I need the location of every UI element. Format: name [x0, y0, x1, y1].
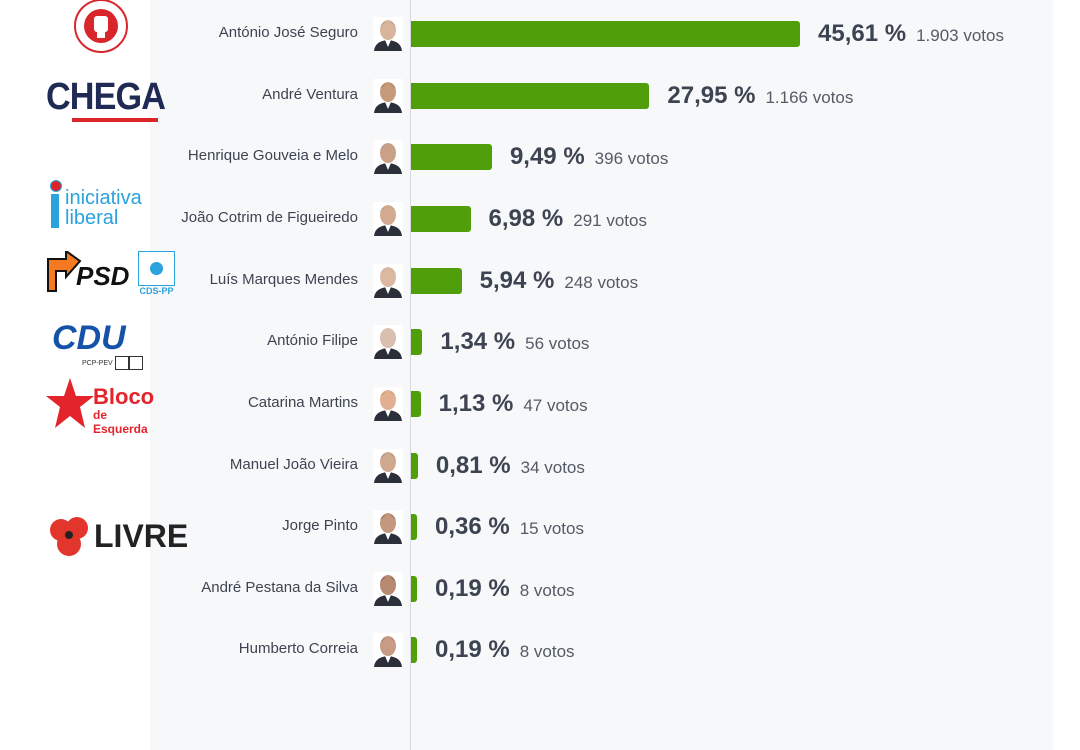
value-label: 6,98 % 291 votos [489, 205, 647, 233]
candidate-photo [373, 633, 403, 667]
candidate-photo [373, 510, 403, 544]
bloco-text-2: de Esquerda [93, 408, 148, 436]
axis-line [410, 0, 411, 750]
bar-row: António Filipe 1,34 % 56 votos [0, 322, 1080, 362]
percent-label: 0,19 % [435, 636, 510, 663]
value-label: 27,95 % 1.166 votos [667, 82, 853, 110]
candidate-name: Henrique Gouveia e Melo [187, 147, 358, 164]
value-label: 45,61 % 1.903 votos [818, 20, 1004, 48]
bar [411, 391, 421, 417]
votes-label: 1.903 votos [916, 26, 1004, 45]
votes-label: 8 votos [519, 642, 575, 661]
value-label: 1,34 % 56 votos [440, 328, 589, 356]
votes-label: 396 votos [594, 149, 669, 168]
bar [411, 268, 462, 294]
value-label: 0,19 % 8 votos [435, 575, 575, 603]
candidate-name: Humberto Correia [238, 640, 358, 657]
cds-text: CDS-PP [139, 286, 174, 296]
percent-label: 1,34 % [440, 328, 516, 355]
bar [411, 144, 492, 170]
cdu-text: CDU [52, 319, 126, 357]
bar [411, 576, 417, 602]
votes-label: 34 votos [520, 458, 585, 477]
bar [411, 329, 423, 355]
votes-label: 291 votos [573, 211, 647, 230]
votes-label: 1.166 votos [765, 88, 854, 107]
candidate-name: Catarina Martins [247, 394, 358, 411]
value-label: 9,49 % 396 votos [510, 143, 668, 171]
bar-row: Luís Marques Mendes 5,94 % 248 votos [0, 261, 1080, 301]
chega-logo-text: CHEGA [46, 76, 166, 118]
candidate-photo [373, 202, 403, 236]
bar [411, 514, 417, 540]
bar [411, 83, 650, 109]
bar [411, 21, 800, 47]
bar-row: Henrique Gouveia e Melo 9,49 % 396 votos [0, 137, 1080, 177]
chega-logo: CHEGA [46, 76, 166, 122]
candidate-photo [373, 387, 403, 421]
percent-label: 0,19 % [435, 575, 510, 602]
value-label: 0,81 % 34 votos [436, 452, 585, 480]
percent-label: 0,81 % [435, 452, 511, 479]
votes-label: 56 votos [525, 334, 590, 353]
percent-label: 5,94 % [479, 267, 555, 294]
percent-label: 27,95 % [667, 82, 756, 109]
ps-logo [74, 0, 128, 53]
bar [411, 637, 417, 663]
bar-row: Manuel João Vieira 0,81 % 34 votos [0, 446, 1080, 486]
candidate-photo [373, 79, 403, 113]
candidate-name: António Filipe [267, 332, 358, 349]
bar-row: João Cotrim de Figueiredo 6,98 % 291 votos [0, 199, 1080, 239]
percent-label: 0,36 % [435, 513, 510, 540]
value-label: 0,19 % 8 votos [435, 636, 575, 664]
bar-row: Catarina Martins 1,13 % 47 votos [0, 384, 1080, 424]
bar-row: Jorge Pinto 0,36 % 15 votos [0, 507, 1080, 547]
bar-row: André Pestana da Silva 0,19 % 8 votos [0, 569, 1080, 609]
value-label: 1,13 % 47 votos [439, 390, 588, 418]
bar [411, 206, 471, 232]
percent-label: 1,13 % [438, 390, 514, 417]
votes-label: 248 votos [564, 273, 639, 292]
percent-label: 9,49 % [509, 143, 585, 170]
candidate-name: André Ventura [262, 86, 358, 103]
votes-label: 47 votos [523, 396, 588, 415]
bar-row: António José Seguro 45,61 % 1.903 votos [0, 14, 1080, 54]
candidate-photo [373, 140, 403, 174]
bloco-logo: Bloco de Esquerda [45, 376, 165, 436]
candidate-name: André Pestana da Silva [201, 579, 358, 596]
psd-text: PSD [76, 261, 130, 291]
value-label: 5,94 % 248 votos [480, 267, 638, 295]
percent-label: 45,61 % [818, 20, 907, 47]
candidate-name: Manuel João Vieira [229, 456, 358, 473]
candidate-name: João Cotrim de Figueiredo [181, 209, 358, 226]
livre-logo: LIVRE [47, 514, 188, 558]
candidate-photo [373, 449, 403, 483]
chart-panel [150, 0, 1053, 750]
cdu-logo: CDU PCP-PEV [52, 320, 152, 370]
candidate-name: Luís Marques Mendes [209, 271, 358, 288]
candidate-photo [373, 572, 403, 606]
bloco-text-1: Bloco [93, 384, 155, 409]
percent-label: 6,98 % [488, 205, 564, 232]
livre-text: LIVRE [94, 518, 189, 554]
il-text-2: liberal [65, 207, 119, 229]
il-text-1: iniciativa [65, 187, 142, 209]
cdu-sub-text: PCP-PEV [82, 359, 113, 367]
psd-logo: PSD [44, 251, 134, 295]
candidate-photo [373, 264, 403, 298]
candidate-name: António José Seguro [218, 24, 358, 41]
votes-label: 8 votos [519, 581, 575, 600]
candidate-photo [373, 17, 403, 51]
cds-pp-logo: CDS-PP [138, 251, 175, 296]
candidate-photo [373, 325, 403, 359]
bar-row: André Ventura 27,95 % 1.166 votos [0, 76, 1080, 116]
candidate-name: Jorge Pinto [282, 517, 358, 534]
bar-row: Humberto Correia 0,19 % 8 votos [0, 630, 1080, 670]
votes-label: 15 votos [519, 519, 584, 538]
value-label: 0,36 % 15 votos [435, 513, 584, 541]
bar [411, 453, 418, 479]
